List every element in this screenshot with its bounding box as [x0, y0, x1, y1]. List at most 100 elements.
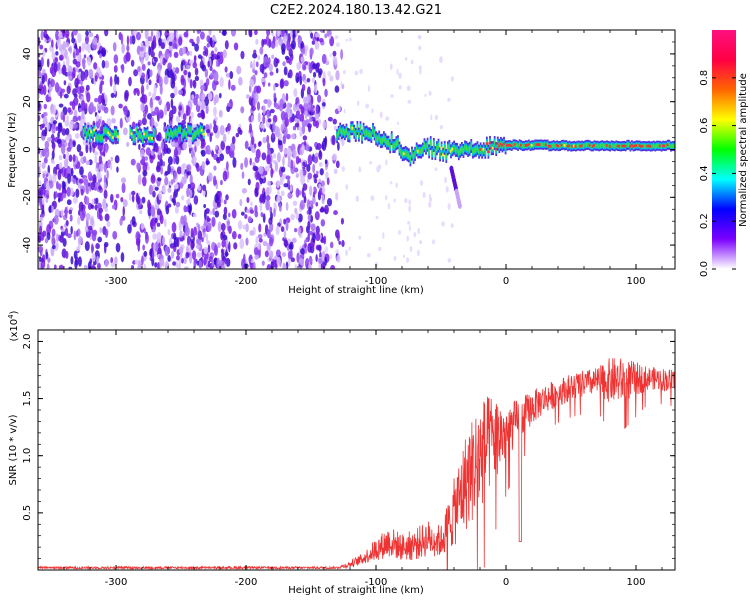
spectrogram-signal-cell — [585, 142, 588, 147]
spectrogram-noise-cell — [256, 101, 261, 111]
spectrogram-noise-cell — [181, 195, 185, 201]
spectrogram-noise-cell — [166, 147, 172, 155]
spectrogram-signal-cell — [468, 146, 471, 152]
spectrogram-noise-cell — [41, 257, 44, 262]
spectrogram-noise-cell — [215, 59, 219, 68]
spectrogram-noise-cell — [66, 56, 70, 67]
spectrogram-noise-cell — [170, 250, 175, 259]
spectrogram-noise-cell — [132, 30, 138, 36]
spectrogram-noise-cell — [72, 88, 77, 96]
spectrogram-noise-cell — [195, 93, 199, 100]
spectrogram-noise-cell — [86, 92, 91, 103]
spectrogram-noise-cell — [306, 94, 311, 103]
spectrogram-noise-cell — [297, 35, 303, 45]
spectrogram-noise-cell — [213, 124, 218, 134]
spectrogram-noise-cell — [230, 142, 236, 153]
spectrogram-signal-cell — [198, 129, 200, 135]
spectrogram-noise-cell — [105, 143, 108, 154]
spectrogram-noise-cell — [222, 170, 228, 182]
spectrogram-signal-cell — [547, 144, 551, 148]
spectrogram-noise-cell — [254, 205, 258, 214]
spectrogram-noise-cell — [64, 206, 68, 218]
spectrogram-noise-cell — [72, 58, 78, 65]
spectrogram-noise-cell — [333, 125, 337, 131]
spectrogram-noise-cell — [316, 142, 322, 151]
spectrogram-noise-cell — [63, 80, 67, 86]
spectrogram-noise-cell — [290, 257, 296, 263]
spectrogram-signal-cell — [640, 145, 643, 148]
spectrogram-noise-cell — [76, 67, 79, 73]
spectrogram-signal-cell — [578, 143, 580, 148]
spectrogram-noise-cell — [65, 42, 70, 48]
spectrogram-signal-cell — [620, 144, 622, 149]
spectrogram-noise-cell — [259, 193, 265, 203]
spectrogram-noise-cell — [141, 255, 144, 266]
spectrogram-signal-cell — [422, 146, 424, 153]
spectrogram-noise-cell — [283, 148, 288, 155]
spectrogram-noise-cell — [154, 186, 159, 191]
spectrogram-signal-cell — [199, 126, 202, 132]
spectrogram-signal-cell — [637, 143, 640, 148]
snr-series-line — [38, 358, 675, 570]
spectrogram-noise-cell — [87, 202, 93, 210]
spectrogram-noise-cell — [55, 51, 59, 56]
spectrogram-noise-cell — [283, 183, 289, 188]
spectrogram-noise-cell — [149, 69, 153, 78]
spectrogram-signal-cell — [200, 129, 204, 132]
spectrogram-noise-cell — [180, 215, 185, 225]
spectrogram-noise-cell — [385, 194, 388, 201]
spectrogram-noise-cell — [242, 224, 246, 230]
spectrogram-noise-cell — [266, 180, 271, 187]
spectrogram-signal-cell — [404, 150, 407, 156]
spectrogram-signal-cell — [350, 125, 353, 132]
spectrogram-noise-cell — [192, 213, 197, 218]
spectrogram-noise-cell — [72, 123, 78, 129]
spectrogram-noise-cell — [139, 46, 144, 52]
spectrogram-noise-cell — [276, 152, 281, 163]
spectrogram-noise-cell — [252, 53, 258, 59]
spectrogram-noise-cell — [171, 105, 177, 115]
spectrogram-noise-cell — [385, 159, 388, 166]
spectrogram-noise-cell — [83, 54, 87, 59]
spectrogram-noise-cell — [355, 195, 360, 203]
spectrogram-signal-cell — [143, 132, 146, 136]
spectrogram-signal-cell — [456, 147, 459, 153]
spectrogram-noise-cell — [99, 83, 103, 95]
spectrogram-signal-cell — [604, 143, 607, 148]
spectrogram-noise-cell — [77, 33, 82, 43]
spectrogram-noise-cell — [182, 46, 186, 55]
spectrogram-noise-cell — [77, 209, 81, 216]
spectrogram-noise-cell — [52, 173, 57, 184]
spectrogram-noise-cell — [283, 80, 289, 87]
spectrogram-noise-cell — [322, 120, 327, 130]
spectrogram-signal-cell — [494, 147, 498, 151]
spectrogram-noise-cell — [57, 41, 62, 49]
spectrogram-noise-cell — [158, 109, 164, 119]
spectrogram-signal-cell — [102, 128, 105, 135]
spectrogram-noise-cell — [156, 232, 162, 241]
spectrogram-noise-cell — [271, 54, 275, 60]
spectrogram-noise-cell — [213, 179, 218, 186]
spectrogram-noise-cell — [214, 116, 218, 122]
spectrogram-noise-cell — [268, 63, 273, 72]
spectrogram-noise-cell — [170, 178, 174, 185]
spectrogram-noise-cell — [181, 119, 186, 126]
spectrogram-noise-cell — [209, 72, 215, 79]
spectrogram-noise-cell — [334, 35, 339, 40]
spectrogram-signal-cell — [612, 143, 615, 148]
spectrogram-noise-cell — [308, 230, 314, 236]
spectrogram-noise-cell — [137, 122, 141, 128]
spectrogram-noise-cell — [142, 170, 148, 177]
spectrogram-noise-cell — [194, 75, 200, 82]
spectrogram-noise-cell — [254, 254, 260, 260]
spectrogram-signal-cell — [451, 147, 455, 151]
spectrogram-noise-cell — [393, 255, 397, 261]
spectrogram-noise-cell — [66, 167, 71, 174]
spectrogram-noise-cell — [348, 246, 351, 251]
spectrogram-noise-cell — [305, 144, 310, 152]
spectrogram-noise-cell — [160, 165, 164, 175]
spectrogram-noise-cell — [167, 187, 172, 193]
spectrogram-noise-cell — [220, 140, 225, 151]
spectrogram-noise-cell — [119, 218, 123, 226]
spectrogram-noise-cell — [95, 161, 99, 169]
